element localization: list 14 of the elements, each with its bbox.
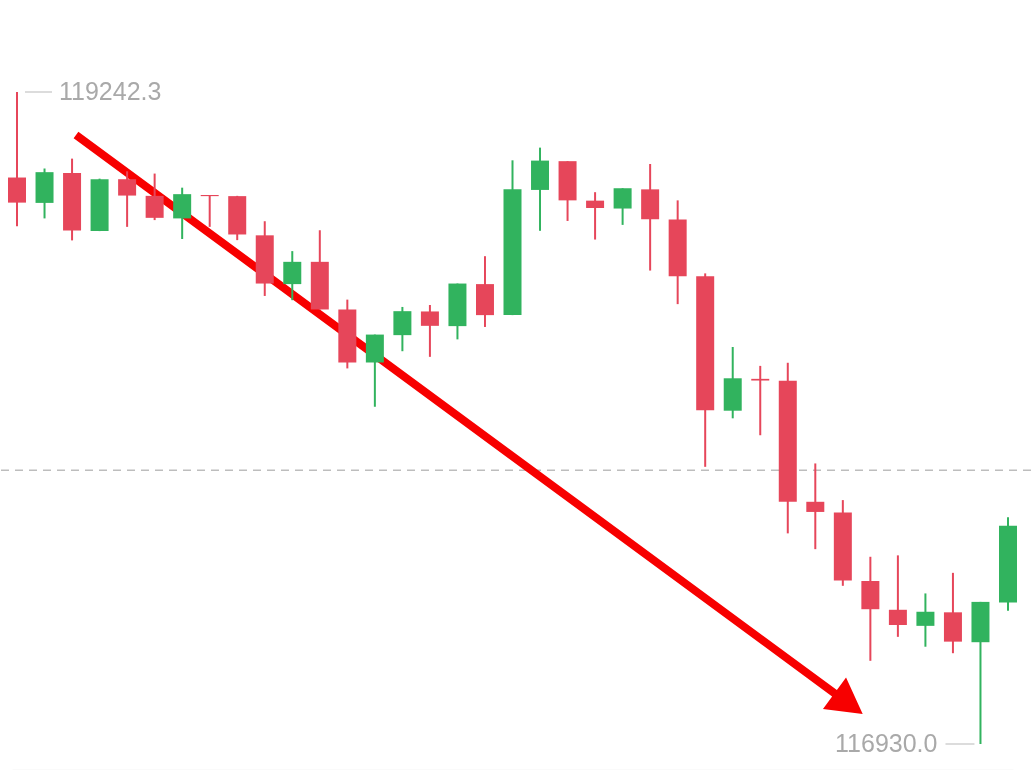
candlestick bbox=[806, 462, 825, 551]
annotation: 119242.3 bbox=[59, 77, 162, 105]
candlestick bbox=[420, 303, 439, 358]
candlestick bbox=[586, 191, 605, 241]
candlestick bbox=[916, 592, 935, 648]
annotation: 116930.0 bbox=[835, 729, 938, 757]
candlestick bbox=[145, 172, 164, 222]
candlestick bbox=[613, 187, 632, 226]
candlestick bbox=[888, 554, 907, 638]
candlestick bbox=[751, 364, 770, 437]
candlestick bbox=[118, 170, 137, 228]
candlestick bbox=[200, 194, 219, 228]
candlestick bbox=[283, 250, 302, 302]
candlestick bbox=[393, 305, 412, 353]
